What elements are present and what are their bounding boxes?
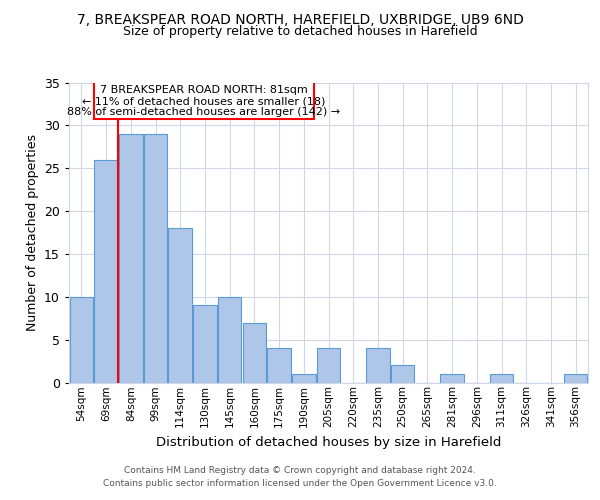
Bar xyxy=(144,134,167,382)
Bar xyxy=(317,348,340,382)
Bar xyxy=(169,228,192,382)
Text: Contains public sector information licensed under the Open Government Licence v3: Contains public sector information licen… xyxy=(103,478,497,488)
Y-axis label: Number of detached properties: Number of detached properties xyxy=(26,134,38,331)
Bar xyxy=(94,160,118,382)
Bar xyxy=(268,348,291,382)
Text: ← 11% of detached houses are smaller (18): ← 11% of detached houses are smaller (18… xyxy=(82,96,326,106)
Bar xyxy=(218,297,241,382)
Bar xyxy=(564,374,587,382)
Text: Size of property relative to detached houses in Harefield: Size of property relative to detached ho… xyxy=(122,25,478,38)
Text: 88% of semi-detached houses are larger (142) →: 88% of semi-detached houses are larger (… xyxy=(67,108,341,118)
Bar xyxy=(94,81,314,118)
Text: 7, BREAKSPEAR ROAD NORTH, HAREFIELD, UXBRIDGE, UB9 6ND: 7, BREAKSPEAR ROAD NORTH, HAREFIELD, UXB… xyxy=(77,12,523,26)
Text: Contains HM Land Registry data © Crown copyright and database right 2024.: Contains HM Land Registry data © Crown c… xyxy=(124,466,476,475)
Bar xyxy=(391,366,415,382)
Bar xyxy=(119,134,143,382)
Text: 7 BREAKSPEAR ROAD NORTH: 81sqm: 7 BREAKSPEAR ROAD NORTH: 81sqm xyxy=(100,85,308,95)
Bar xyxy=(490,374,513,382)
Bar xyxy=(242,322,266,382)
Bar xyxy=(193,306,217,382)
Bar xyxy=(70,297,93,382)
Bar xyxy=(292,374,316,382)
X-axis label: Distribution of detached houses by size in Harefield: Distribution of detached houses by size … xyxy=(156,436,501,448)
Bar xyxy=(440,374,464,382)
Bar xyxy=(366,348,389,382)
